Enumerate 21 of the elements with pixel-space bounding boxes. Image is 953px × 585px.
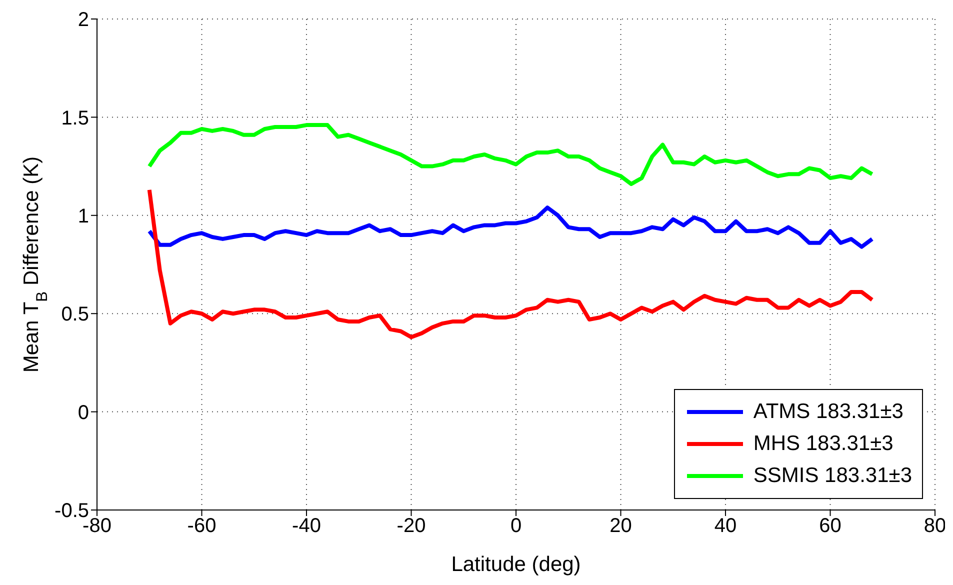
x-tick-label: 20	[610, 515, 632, 538]
legend-label: MHS 183.31±3	[753, 432, 894, 456]
x-tick-label: 60	[819, 515, 842, 538]
x-tick-label: -20	[396, 515, 426, 538]
y-tick-label: 0.5	[61, 304, 89, 326]
x-tick-label: -60	[187, 515, 216, 538]
line-series	[147, 206, 874, 249]
x-tick-label: 80	[924, 515, 946, 538]
y-tick-label: -0.5	[54, 500, 89, 522]
x-tick-label: 0	[510, 515, 522, 538]
legend-label: SSMIS 183.31±3	[753, 464, 912, 488]
y-tick-label: 1.5	[61, 107, 89, 130]
line-series	[147, 188, 874, 340]
x-axis-title: Latitude (deg)	[451, 553, 581, 576]
x-tick-label: 40	[714, 515, 737, 538]
y-tick-label: 0	[78, 402, 89, 424]
line-series	[147, 123, 874, 186]
y-tick-label: 2	[78, 9, 89, 32]
legend-label: ATMS 183.31±3	[753, 400, 904, 424]
y-tick-label: 1	[78, 206, 89, 228]
x-tick-label: -40	[292, 515, 321, 538]
